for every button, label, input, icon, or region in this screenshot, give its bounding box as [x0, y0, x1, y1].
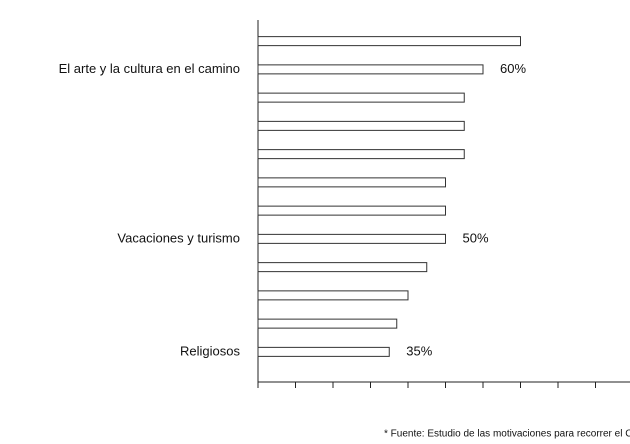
- value-label: 50%: [463, 230, 489, 245]
- bar: [257, 64, 484, 75]
- bar: [257, 290, 409, 301]
- bar: [257, 36, 521, 47]
- bar: [257, 318, 398, 329]
- bar: [257, 177, 446, 188]
- y-tick-label: Religiosos: [180, 343, 240, 358]
- value-label: 60%: [500, 61, 526, 76]
- y-tick-label: El arte y la cultura en el camino: [59, 61, 240, 76]
- y-tick-label: Vacaciones y turismo: [117, 230, 240, 245]
- bar: [257, 92, 465, 103]
- bar: [257, 120, 465, 131]
- bar: [257, 233, 446, 244]
- bar: [257, 149, 465, 160]
- bar: [257, 205, 446, 216]
- bar: [257, 262, 428, 273]
- value-label: 35%: [406, 343, 432, 358]
- footnote: * Fuente: Estudio de las motivaciones pa…: [384, 429, 630, 440]
- bar: [257, 346, 390, 357]
